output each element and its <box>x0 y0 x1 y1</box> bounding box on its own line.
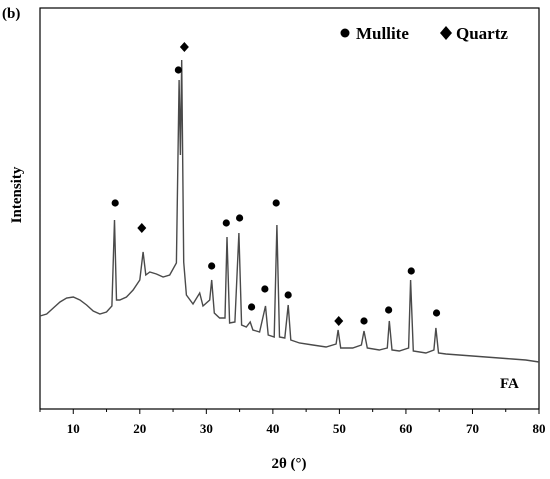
mullite-peak-marker <box>272 199 280 207</box>
quartz-peak-marker <box>179 42 189 52</box>
x-tick-label: 60 <box>399 421 412 436</box>
x-axis-ticks <box>39 409 540 414</box>
y-axis-title: Intensity <box>9 166 25 223</box>
mullite-peak-marker <box>222 219 230 227</box>
quartz-peak-marker <box>334 316 344 326</box>
legend-circle-icon <box>340 28 350 38</box>
x-tick-label: 50 <box>333 421 346 436</box>
x-tick-label: 30 <box>200 421 213 436</box>
mullite-peak-marker <box>385 306 393 314</box>
mullite-peak-marker <box>236 214 244 222</box>
x-tick-label: 20 <box>133 421 146 436</box>
mullite-peak-marker <box>247 303 256 311</box>
legend-diamond-icon <box>440 26 452 40</box>
series-label-fa: FA <box>500 376 519 392</box>
x-tick-label: 40 <box>266 421 279 436</box>
mullite-peak-marker <box>432 309 441 317</box>
mullite-peak-marker <box>261 285 269 293</box>
mullite-peak-marker <box>360 317 368 325</box>
legend-label-quartz: Quartz <box>456 24 508 43</box>
mullite-peak-marker <box>407 267 415 275</box>
mullite-peak-marker <box>111 199 119 207</box>
legend: Mullite Quartz <box>340 24 508 43</box>
plot-frame <box>39 7 540 410</box>
panel-label: (b) <box>2 6 20 22</box>
x-tick-label: 80 <box>533 421 546 436</box>
mullite-peak-marker <box>284 291 292 299</box>
legend-label-mullite: Mullite <box>356 24 409 43</box>
mullite-peak-marker <box>208 262 216 270</box>
x-tick-label: 10 <box>67 421 80 436</box>
x-axis-title: 2θ (°) <box>271 456 306 472</box>
mullite-peak-marker <box>174 66 182 74</box>
peak-markers <box>111 42 441 326</box>
x-axis-tick-labels: 10 20 30 40 50 60 70 80 <box>67 421 546 436</box>
x-tick-label: 70 <box>466 421 479 436</box>
xrd-pattern-line <box>39 59 540 363</box>
quartz-peak-marker <box>137 223 147 233</box>
